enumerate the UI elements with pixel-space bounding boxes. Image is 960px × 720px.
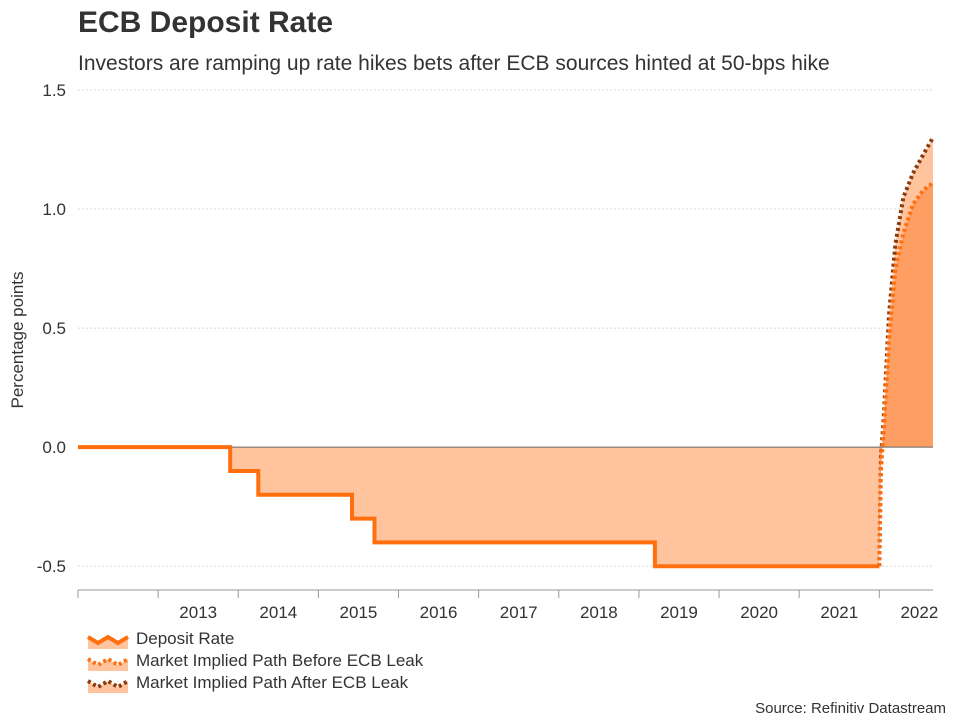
deposit-rate-swatch-icon [86, 634, 130, 649]
x-tick-label: 2017 [500, 603, 538, 622]
area-layer [78, 137, 933, 567]
legend-label-before-leak: Market Implied Path Before ECB Leak [136, 651, 424, 670]
y-tick-label: 0.0 [42, 438, 66, 457]
before-leak-swatch-icon [86, 656, 130, 671]
legend-label-after-leak: Market Implied Path After ECB Leak [136, 673, 409, 692]
y-axis-label: Percentage points [8, 271, 27, 408]
after-leak-swatch-icon [86, 678, 130, 693]
after-leak-line [877, 136, 935, 567]
deposit-rate-area [78, 447, 880, 567]
chart-subtitle: Investors are ramping up rate hikes bets… [78, 52, 830, 75]
source-note: Source: Refinitiv Datastream [755, 700, 946, 717]
x-tick-label: 2020 [740, 603, 778, 622]
legend: Deposit Rate Market Implied Path Before … [86, 628, 423, 694]
x-tick-label: 2015 [340, 603, 378, 622]
x-tick-label: 2019 [660, 603, 698, 622]
legend-item-before-leak: Market Implied Path Before ECB Leak [86, 650, 423, 672]
legend-item-after-leak: Market Implied Path After ECB Leak [86, 672, 423, 694]
chart-title: ECB Deposit Rate [78, 6, 334, 39]
x-tick-label: 2021 [820, 603, 858, 622]
legend-item-deposit-rate: Deposit Rate [86, 628, 423, 650]
before-leak-area [879, 182, 933, 567]
x-tick-label: 2016 [420, 603, 458, 622]
x-tick-label: 2014 [259, 603, 297, 622]
x-tick-label: 2013 [179, 603, 217, 622]
line-layer [78, 136, 935, 569]
deposit-rate-line [78, 445, 880, 569]
y-tick-label: 1.0 [42, 200, 66, 219]
y-tick-label: 1.5 [42, 81, 66, 100]
x-tick-label: 2018 [580, 603, 618, 622]
y-tick-label: -0.5 [37, 557, 66, 576]
label-layer: -0.5 0.0 0.5 1.0 1.5 2013 2014 2015 2016 2017 2018… [37, 81, 939, 622]
legend-label-deposit-rate: Deposit Rate [136, 629, 235, 648]
x-tick-label: 2022 [900, 603, 938, 622]
y-tick-label: 0.5 [42, 319, 66, 338]
